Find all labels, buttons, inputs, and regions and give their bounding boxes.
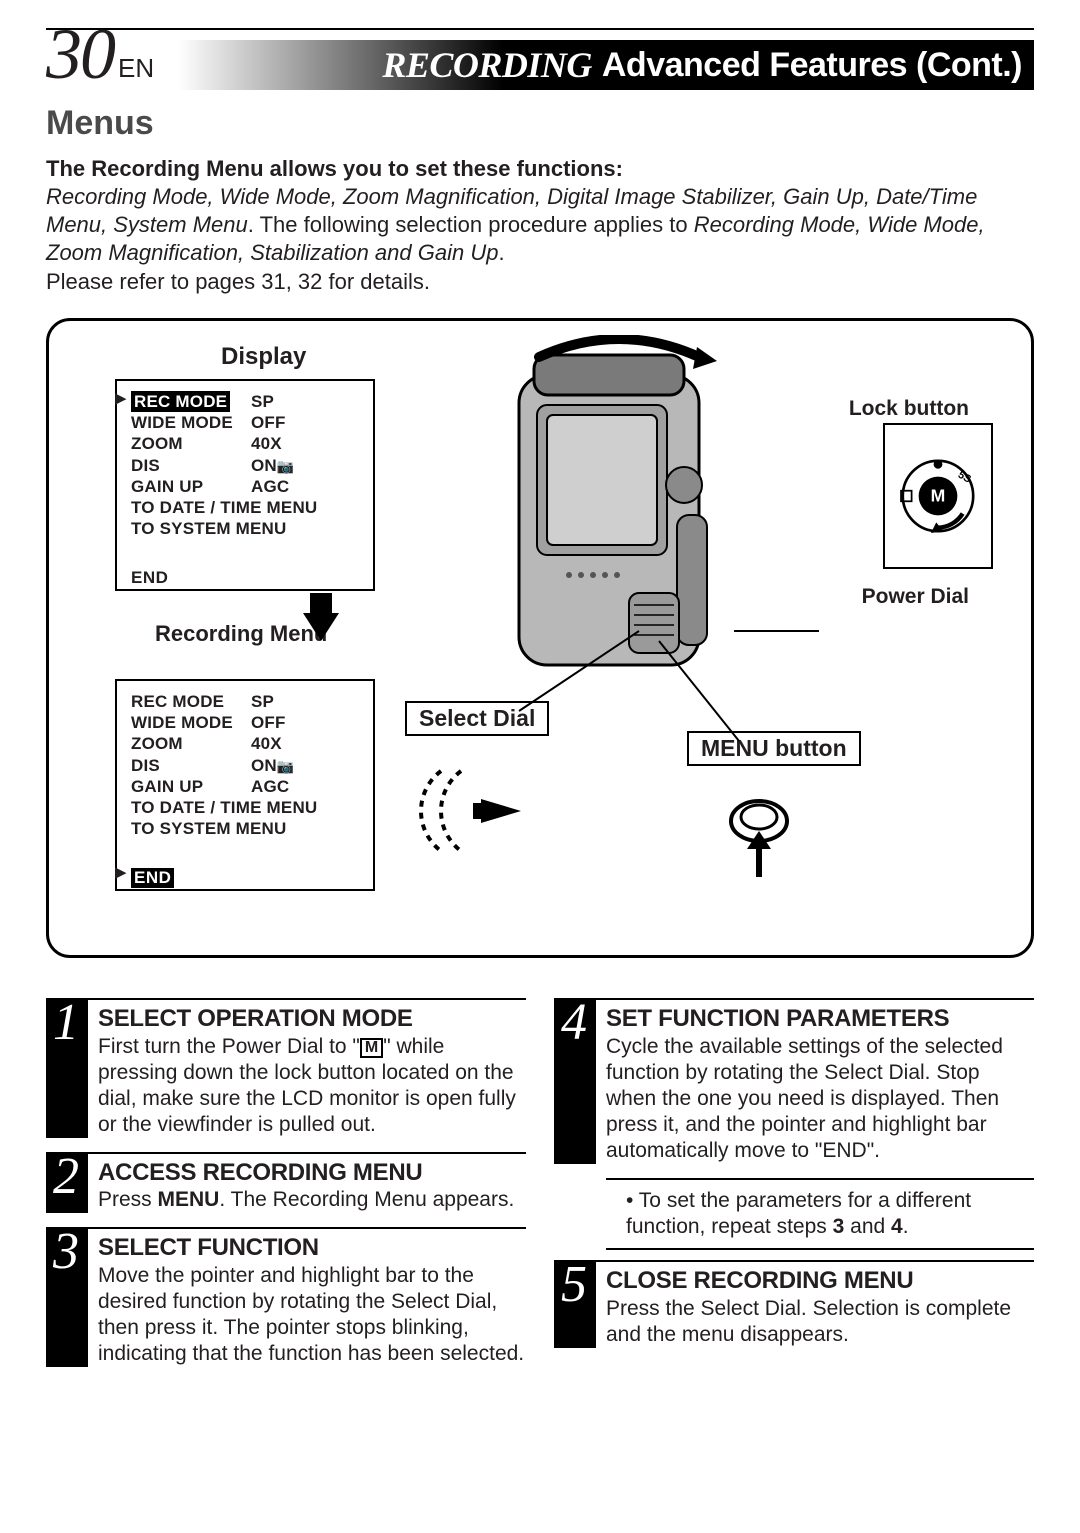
page-header: 30 EN RECORDING Advanced Features (Cont.… <box>46 28 1034 90</box>
select-dial-icon <box>411 751 531 871</box>
intro-tail: . <box>498 240 504 265</box>
menu-row-k: TO SYSTEM MENU <box>131 818 287 839</box>
display-label: Display <box>221 343 306 371</box>
step-title: SELECT OPERATION MODE <box>98 1004 526 1034</box>
m-icon: M <box>360 1038 383 1058</box>
menu-row-v: OFF <box>251 712 286 733</box>
step-body: Press the Select Dial. Selection is comp… <box>606 1297 1011 1346</box>
display-menu-box-1: ▶ REC MODE SP WIDE MODEOFF ZOOM40X DISON📷… <box>115 379 375 591</box>
menu-row-k: ZOOM <box>131 733 251 754</box>
menu-row-v: 40X <box>251 433 282 454</box>
step-number: 2 <box>46 1154 88 1214</box>
end-label: END <box>131 568 361 588</box>
step-body: Cycle the available settings of the sele… <box>606 1035 1003 1162</box>
steps-columns: 1 SELECT OPERATION MODE First turn the P… <box>46 998 1034 1382</box>
note-text: • To set the parameters for a different … <box>606 1178 1034 1250</box>
step-title: SELECT FUNCTION <box>98 1233 526 1263</box>
menu-row-k: REC MODE <box>131 391 230 412</box>
menu-row-v: SP <box>251 691 274 712</box>
step-title: SET FUNCTION PARAMETERS <box>606 1004 1034 1034</box>
step-5: 5 CLOSE RECORDING MENU Press the Select … <box>554 1260 1034 1348</box>
intro-ref: Please refer to pages 31, 32 for details… <box>46 269 430 294</box>
menu-row-v: ON📷 <box>251 755 295 776</box>
step-body: Move the pointer and highlight bar to th… <box>98 1264 524 1365</box>
intro-paragraph: The Recording Menu allows you to set the… <box>46 155 1026 296</box>
menu-row-k: TO SYSTEM MENU <box>131 518 287 539</box>
end-label-hl: END <box>131 868 174 888</box>
page-number: 30 <box>46 18 114 90</box>
menu-row-k: WIDE MODE <box>131 412 251 433</box>
menu-row-k: ZOOM <box>131 433 251 454</box>
step-title: ACCESS RECORDING MENU <box>98 1158 526 1188</box>
menu-row-k: GAIN UP <box>131 776 251 797</box>
power-dial-box: M 5S <box>883 423 993 569</box>
display-menu-box-2: REC MODESP WIDE MODEOFF ZOOM40X DISON📷 G… <box>115 679 375 891</box>
menu-row-k: TO DATE / TIME MENU <box>131 497 317 518</box>
steps-col-left: 1 SELECT OPERATION MODE First turn the P… <box>46 998 526 1382</box>
menu-row-v: SP <box>251 391 274 412</box>
header-title-italic: RECORDING <box>382 44 592 86</box>
menu-row-k: WIDE MODE <box>131 712 251 733</box>
m-icon: M <box>931 485 946 505</box>
step-number: 1 <box>46 1000 88 1138</box>
recording-menu-label: Recording Menu <box>155 621 327 647</box>
step-1: 1 SELECT OPERATION MODE First turn the P… <box>46 998 526 1138</box>
menu-row-v: 40X <box>251 733 282 754</box>
step-number: 3 <box>46 1229 88 1367</box>
menu-row-v: ON📷 <box>251 455 295 476</box>
step-body: Press MENU. The Recording Menu appears. <box>98 1188 514 1211</box>
step-title: CLOSE RECORDING MENU <box>606 1266 1034 1296</box>
down-arrow-icon <box>303 613 339 641</box>
section-title: Menus <box>46 104 1034 143</box>
menu-row-k: TO DATE / TIME MENU <box>131 797 317 818</box>
menu-row-k: GAIN UP <box>131 476 251 497</box>
menu-row-v: OFF <box>251 412 286 433</box>
pointer-icon: ▶ <box>115 863 127 881</box>
step-2: 2 ACCESS RECORDING MENU Press MENU. The … <box>46 1152 526 1214</box>
menu-row-k: DIS <box>131 455 251 476</box>
intro-bold: The Recording Menu allows you to set the… <box>46 156 623 181</box>
menu-button-icon <box>719 791 799 891</box>
steps-col-right: 4 SET FUNCTION PARAMETERS Cycle the avai… <box>554 998 1034 1382</box>
lock-button-label: Lock button <box>849 397 969 421</box>
diagram-panel: Display ▶ REC MODESP WIDE MODEOFF ZOOM40… <box>46 318 1034 958</box>
step-body-pre: First turn the Power Dial to " <box>98 1035 360 1058</box>
page-lang: EN <box>118 53 154 90</box>
pointer-icon: ▶ <box>115 389 127 407</box>
intro-mid: . The following selection procedure appl… <box>248 212 694 237</box>
power-dial-label: Power Dial <box>862 585 969 609</box>
menu-row-v: AGC <box>251 476 289 497</box>
header-title-bar: RECORDING Advanced Features (Cont.) <box>178 40 1034 90</box>
step-number: 4 <box>554 1000 596 1164</box>
menu-row-v: AGC <box>251 776 289 797</box>
menu-row-k: REC MODE <box>131 691 251 712</box>
header-title-rest: Advanced Features (Cont.) <box>602 46 1022 85</box>
step-3: 3 SELECT FUNCTION Move the pointer and h… <box>46 1227 526 1367</box>
step-4: 4 SET FUNCTION PARAMETERS Cycle the avai… <box>554 998 1034 1164</box>
menu-row-k: DIS <box>131 755 251 776</box>
step-number: 5 <box>554 1262 596 1348</box>
